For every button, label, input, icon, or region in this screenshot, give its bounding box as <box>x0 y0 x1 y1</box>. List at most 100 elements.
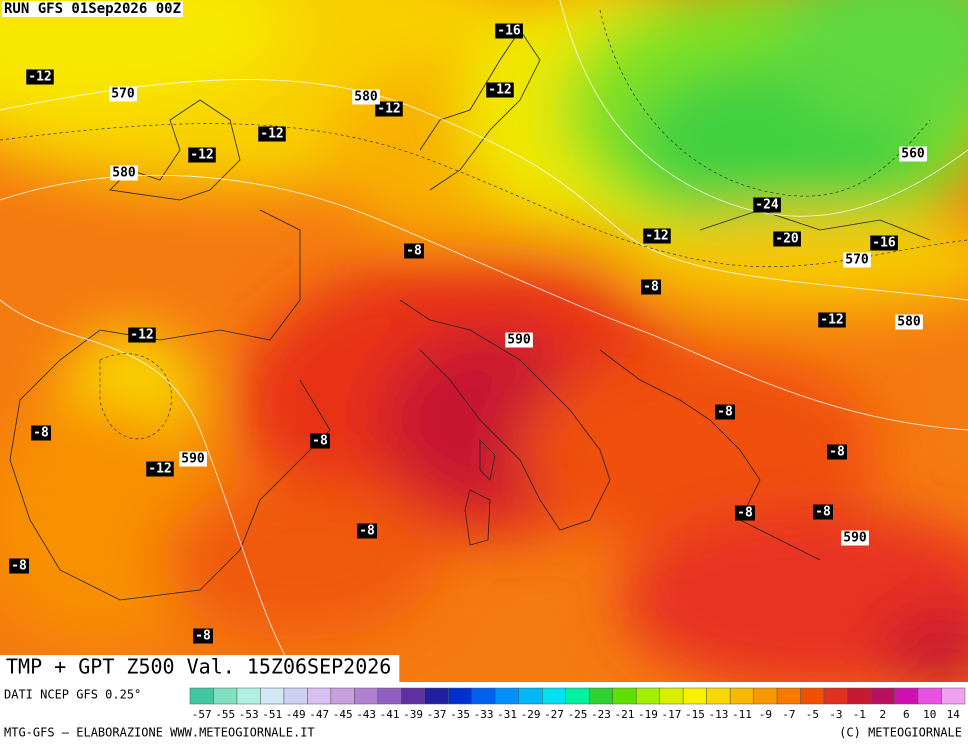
colorbar-label: -7 <box>782 708 795 721</box>
colorbar-label: -23 <box>591 708 611 721</box>
temperature-label: -8 <box>406 244 422 259</box>
temperature-label-box <box>495 23 523 39</box>
colorbar-label: -29 <box>521 708 541 721</box>
colorbar-swatch <box>682 687 707 705</box>
temperature-label-box <box>486 82 514 98</box>
temperature-label-box <box>870 235 898 251</box>
temperature-label: -12 <box>488 83 511 98</box>
colorbar-swatch <box>542 687 567 705</box>
temperature-label-box <box>26 69 54 85</box>
temperature-label: -12 <box>377 102 400 117</box>
colorbar-swatch <box>823 687 848 705</box>
colorbar-label: -27 <box>544 708 564 721</box>
map-title-box <box>0 655 400 682</box>
temperature-label: -16 <box>497 24 521 39</box>
colorbar-label: -45 <box>333 708 353 721</box>
colorbar-swatch <box>401 687 426 705</box>
temperature-label: -12 <box>260 127 283 142</box>
colorbar-label: -47 <box>309 708 329 721</box>
geopotential-label-box <box>899 146 927 162</box>
colorbar-label: -35 <box>450 708 470 721</box>
colorbar-label: -5 <box>806 708 819 721</box>
colorbar-swatch <box>917 687 942 705</box>
temperature-label: -8 <box>737 506 753 521</box>
colorbar-swatch <box>941 687 966 705</box>
geopotential-label: 560 <box>901 147 925 162</box>
temperature-label: -8 <box>717 405 733 420</box>
geopotential-label-box <box>505 332 533 348</box>
geopotential-label: 570 <box>111 87 135 102</box>
temperature-label: -12 <box>645 229 668 244</box>
geopotential-label: 590 <box>507 333 531 348</box>
colorbar-swatch <box>330 687 355 705</box>
colorbar-swatch <box>588 687 613 705</box>
colorbar-swatch <box>800 687 825 705</box>
colorbar-label: -49 <box>286 708 306 721</box>
temperature-label: -8 <box>815 505 831 520</box>
temperature-label-box <box>128 327 156 343</box>
temperature-label: -8 <box>643 280 659 295</box>
temperature-label-box <box>813 504 833 520</box>
temperature-label: -8 <box>11 559 27 574</box>
colorbar-swatch <box>706 687 731 705</box>
temperature-label: -8 <box>33 426 49 441</box>
temperature-label: -12 <box>148 462 171 477</box>
colorbar-swatch <box>659 687 684 705</box>
source-text: DATI NCEP GFS 0.25° <box>4 688 141 702</box>
colorbar-label: -13 <box>708 708 728 721</box>
temperature-label: -12 <box>820 313 843 328</box>
temperature-label-box <box>827 444 847 460</box>
colorbar-swatch <box>354 687 379 705</box>
colorbar-swatch <box>495 687 520 705</box>
temperature-label: -8 <box>359 524 375 539</box>
temperature-label-box <box>404 243 424 259</box>
colorbar-swatch <box>448 687 473 705</box>
run-label: RUN GFS 01Sep2026 00Z <box>4 1 181 17</box>
colorbar-label: -11 <box>732 708 752 721</box>
geopotential-label: 590 <box>843 531 867 546</box>
run-label-box <box>2 1 184 17</box>
temperature-contours <box>0 9 968 440</box>
colorbar-swatch <box>377 687 402 705</box>
colorbar-label: 6 <box>903 708 910 721</box>
geopotential-label: 580 <box>897 315 921 330</box>
temperature-label-box <box>375 101 403 117</box>
colorbar-label: -51 <box>262 708 282 721</box>
temperature-label-box <box>9 558 29 574</box>
temperature-label: -12 <box>190 148 213 163</box>
temperature-label-box <box>146 461 174 477</box>
map-title: TMP + GPT Z500 Val. 15Z06SEP2026 <box>6 655 391 679</box>
temperature-label-box <box>258 126 286 142</box>
colorbar-swatch <box>518 687 543 705</box>
temperature-label-box <box>715 404 735 420</box>
colorbar-swatch <box>189 687 214 705</box>
coastlines <box>9 29 931 601</box>
colorbar-swatch <box>424 687 449 705</box>
colorbar-label: 10 <box>923 708 936 721</box>
colorbar-swatch <box>236 687 261 705</box>
temperature-label: -8 <box>195 629 211 644</box>
colorbar-swatch <box>847 687 872 705</box>
geopotential-label: 570 <box>845 253 869 268</box>
temperature-label-box <box>193 628 213 644</box>
colorbar-label: -57 <box>192 708 212 721</box>
colorbar-label: -15 <box>685 708 705 721</box>
temperature-label-box <box>31 425 51 441</box>
temperature-label-box <box>641 279 661 295</box>
colorbar-label: 2 <box>879 708 886 721</box>
colorbar-label: -37 <box>427 708 447 721</box>
colorbar-label: 14 <box>947 708 961 721</box>
temperature-label: -20 <box>775 232 799 247</box>
colorbar-swatch <box>894 687 919 705</box>
temperature-label: -12 <box>28 70 51 85</box>
temperature-label: -24 <box>755 198 779 213</box>
temperature-label: -8 <box>312 434 328 449</box>
temperature-label-box <box>357 523 377 539</box>
geopotential-label-box <box>352 89 380 105</box>
copyright-text: (C) METEOGIORNALE <box>839 726 962 740</box>
geopotential-label: 590 <box>181 452 205 467</box>
colorbar-swatch <box>870 687 895 705</box>
colorbar-swatch <box>213 687 238 705</box>
